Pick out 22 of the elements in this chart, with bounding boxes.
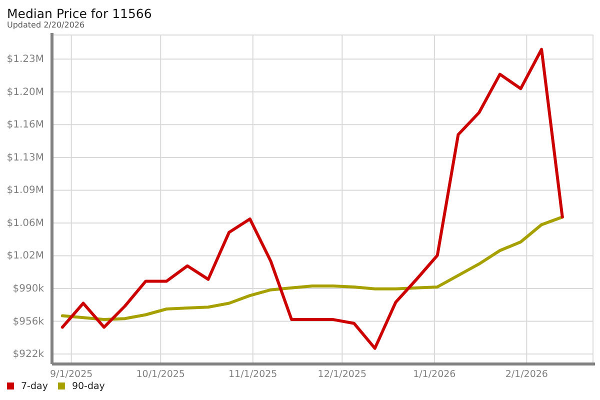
- line-series: [60, 48, 564, 350]
- y-tick-label: $990k: [12, 283, 44, 294]
- y-tick-label: $1.20M: [6, 86, 44, 98]
- x-tick-label: 2/1/2026: [505, 368, 548, 380]
- legend-label: 90-day: [72, 380, 106, 392]
- x-tick-label: 10/1/2025: [136, 368, 185, 380]
- x-tick-label: 9/1/2025: [50, 368, 93, 380]
- y-tick-label: $1.09M: [6, 184, 44, 196]
- y-tick-label: $1.23M: [6, 54, 44, 65]
- chart-subtitle: Updated 2/20/2026: [7, 20, 85, 30]
- x-tick-label: 11/1/2025: [228, 368, 278, 380]
- y-tick-label: $1.06M: [6, 217, 44, 228]
- y-tick-label: $922k: [12, 348, 44, 360]
- y-tick-label: $1.16M: [6, 119, 44, 130]
- chart-title: Median Price for 11566: [7, 6, 152, 21]
- y-tick-label: $1.02M: [6, 250, 44, 262]
- y-tick-label: $1.13M: [6, 152, 44, 163]
- x-tick-label: 12/1/2025: [318, 368, 367, 380]
- y-tick-label: $956k: [12, 316, 44, 327]
- x-tick-label: 1/1/2026: [413, 368, 456, 380]
- line-series: [60, 216, 564, 322]
- legend-label: 7-day: [21, 380, 48, 392]
